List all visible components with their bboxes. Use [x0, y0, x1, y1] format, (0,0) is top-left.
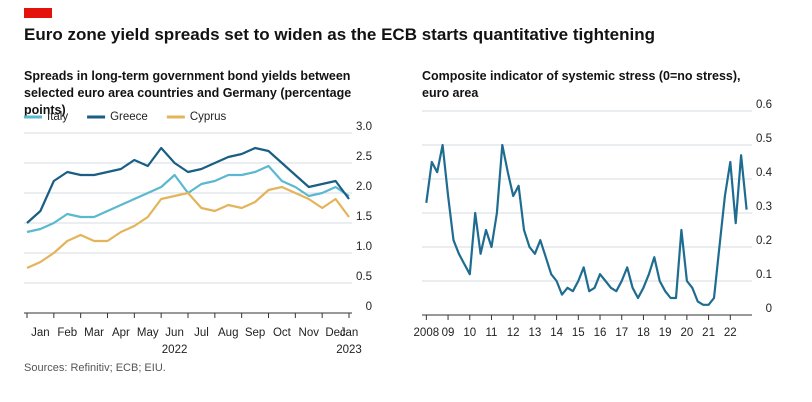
- y-tick-label: 0.6: [756, 99, 772, 111]
- y-tick-label: 0: [766, 303, 772, 315]
- x-tick-label: Jan: [31, 327, 50, 339]
- x-tick-label: Jun: [165, 327, 184, 339]
- x-tick-label: 18: [637, 327, 650, 339]
- line-series: [26, 146, 350, 224]
- y-tick-label: 0.1: [756, 269, 772, 281]
- y-tick-label: 0.3: [756, 201, 772, 213]
- y-tick-label: 0.5: [356, 271, 372, 283]
- legend-label: Cyprus: [190, 111, 227, 123]
- x-tick-label: Feb: [57, 327, 77, 339]
- x-tick-label: 09: [442, 327, 455, 339]
- legend-label: Italy: [47, 111, 68, 123]
- brand-bar: [24, 8, 52, 18]
- y-tick-label: 3.0: [356, 121, 372, 133]
- x-tick-label: 21: [702, 327, 715, 339]
- x-tick-label: Mar: [84, 327, 104, 339]
- year-label: 2022: [162, 344, 188, 356]
- x-tick-label: 11: [485, 327, 497, 339]
- line-series: [425, 143, 748, 306]
- x-tick-label: Aug: [218, 327, 238, 339]
- x-tick-label: 19: [659, 327, 672, 339]
- y-tick-label: 0.4: [756, 167, 773, 179]
- x-tick-label: 22: [724, 327, 737, 339]
- x-tick-label: Jul: [194, 327, 209, 339]
- y-tick-label: 0: [366, 301, 372, 313]
- line-series: [26, 164, 350, 234]
- x-tick-label: 17: [615, 327, 628, 339]
- y-tick-label: 1.0: [356, 241, 372, 253]
- x-tick-label: Dec: [325, 327, 346, 339]
- y-tick-label: 2.5: [356, 151, 372, 163]
- x-tick-label: 16: [594, 327, 607, 339]
- legend-label: Greece: [110, 111, 148, 123]
- x-tick-label: 14: [550, 327, 563, 339]
- x-tick-label: Oct: [273, 327, 292, 339]
- x-tick-label: Sep: [245, 327, 265, 339]
- right-subtitle: Composite indicator of systemic stress (…: [422, 69, 741, 100]
- headline: Euro zone yield spreads set to widen as …: [24, 25, 656, 44]
- y-tick-label: 0.2: [756, 235, 772, 247]
- y-tick-label: 2.0: [356, 181, 372, 193]
- x-tick-label: Jan: [340, 327, 359, 339]
- y-tick-label: 0.5: [756, 133, 772, 145]
- x-tick-label: 10: [463, 327, 476, 339]
- x-tick-label: 15: [572, 327, 585, 339]
- year-label: 2023: [336, 344, 362, 356]
- y-tick-label: 1.5: [356, 211, 372, 223]
- x-tick-label: Apr: [112, 327, 130, 339]
- x-tick-label: 2008: [414, 327, 440, 339]
- x-tick-label: May: [137, 327, 159, 339]
- left-subtitle: Spreads in long-term government bond yie…: [24, 69, 352, 117]
- x-tick-label: Nov: [299, 327, 320, 339]
- x-tick-label: 12: [507, 327, 520, 339]
- line-series: [26, 185, 350, 270]
- x-tick-label: 13: [528, 327, 541, 339]
- x-tick-label: 20: [680, 327, 693, 339]
- source: Sources: Refinitiv; ECB; EIU.: [24, 362, 166, 374]
